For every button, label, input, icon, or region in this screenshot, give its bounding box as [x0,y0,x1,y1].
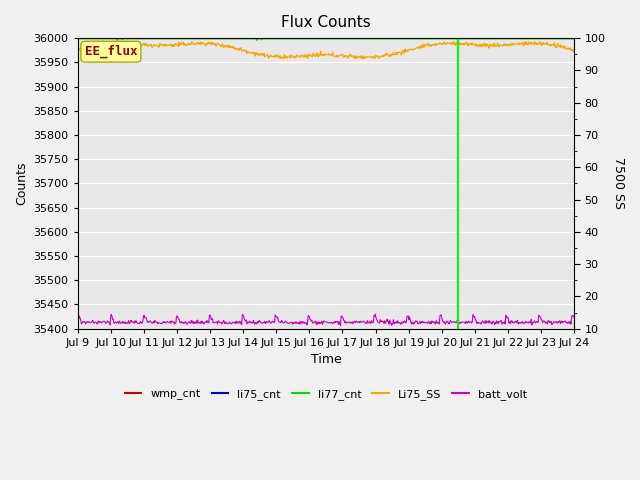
Y-axis label: 7500 SS: 7500 SS [612,157,625,209]
Y-axis label: Counts: Counts [15,162,28,205]
Title: Flux Counts: Flux Counts [281,15,371,30]
X-axis label: Time: Time [310,353,341,366]
Legend: wmp_cnt, li75_cnt, li77_cnt, Li75_SS, batt_volt: wmp_cnt, li75_cnt, li77_cnt, Li75_SS, ba… [120,384,532,405]
Text: EE_flux: EE_flux [84,45,137,59]
